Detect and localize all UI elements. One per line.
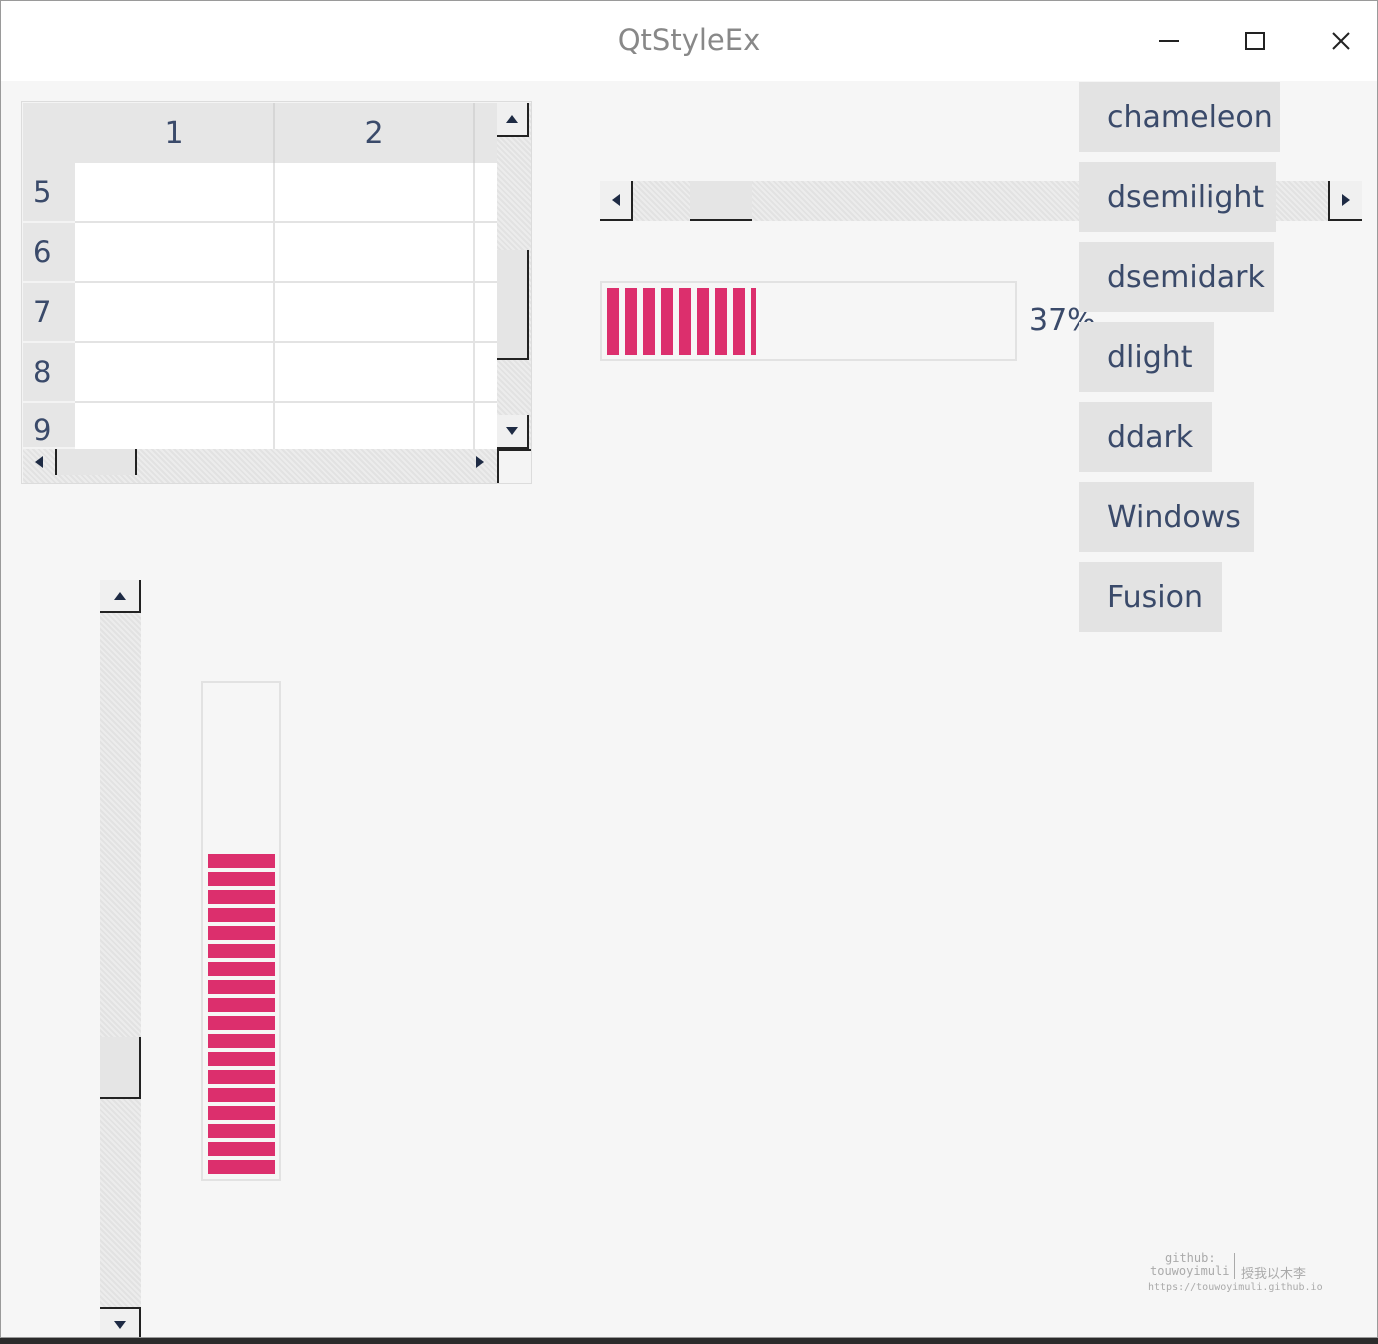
row-header[interactable]: 6 xyxy=(23,223,75,283)
arrow-up-icon xyxy=(113,591,126,600)
maximize-icon xyxy=(1245,32,1265,50)
row-header[interactable]: 7 xyxy=(23,283,75,343)
scroll-thumb[interactable] xyxy=(100,1037,141,1099)
minimize-icon xyxy=(1159,40,1179,42)
style-button-dlight[interactable]: dlight xyxy=(1079,322,1214,392)
scroll-down-button[interactable] xyxy=(497,415,529,449)
scroll-up-button[interactable] xyxy=(497,103,529,137)
style-button-fusion[interactable]: Fusion xyxy=(1079,562,1222,632)
watermark-github-label: github: xyxy=(1165,1251,1216,1265)
arrow-right-icon xyxy=(1342,194,1350,206)
table-cell[interactable] xyxy=(475,403,497,449)
scroll-thumb[interactable] xyxy=(690,181,752,221)
watermark-username: touwoyimuli xyxy=(1150,1264,1230,1278)
table-cell[interactable] xyxy=(475,223,497,283)
vertical-scrollbar[interactable] xyxy=(100,580,141,1337)
maximize-button[interactable] xyxy=(1233,19,1277,63)
table-cell[interactable] xyxy=(275,343,475,403)
column-header[interactable] xyxy=(475,103,497,163)
table-cell[interactable] xyxy=(75,403,275,449)
table-cell[interactable] xyxy=(475,163,497,223)
table-cell[interactable] xyxy=(275,223,475,283)
scroll-up-button[interactable] xyxy=(100,580,141,613)
table-cell[interactable] xyxy=(75,283,275,343)
table-widget[interactable]: 1 2 5 6 7 8 9 xyxy=(21,101,532,484)
vertical-progress-bar xyxy=(201,681,281,1181)
watermark-url: https://touwoyimuli.github.io xyxy=(1148,1282,1323,1293)
minimize-button[interactable] xyxy=(1147,19,1191,63)
style-button-windows[interactable]: Windows xyxy=(1079,482,1254,552)
watermark: github: touwoyimuli 授我以木李 https://touwoy… xyxy=(1147,1251,1327,1301)
style-button-chameleon[interactable]: chameleon xyxy=(1079,82,1280,152)
arrow-down-icon xyxy=(506,427,518,435)
table-cell[interactable] xyxy=(475,283,497,343)
table-cell[interactable] xyxy=(75,223,275,283)
style-button-dsemilight[interactable]: dsemilight xyxy=(1079,162,1276,232)
arrow-right-icon xyxy=(476,456,484,468)
scroll-corner xyxy=(497,449,531,483)
row-header[interactable]: 5 xyxy=(23,163,75,223)
scroll-right-button[interactable] xyxy=(1328,181,1362,221)
table-vertical-scrollbar[interactable] xyxy=(497,103,531,449)
watermark-divider xyxy=(1234,1253,1235,1279)
scroll-right-button[interactable] xyxy=(463,449,497,475)
scroll-left-button[interactable] xyxy=(23,449,57,475)
table-corner[interactable] xyxy=(23,103,75,163)
table-cell[interactable] xyxy=(275,163,475,223)
column-header[interactable]: 1 xyxy=(75,103,275,163)
arrow-up-icon xyxy=(506,115,518,123)
scroll-thumb[interactable] xyxy=(497,250,529,360)
close-button[interactable] xyxy=(1319,19,1363,63)
style-button-dsemidark[interactable]: dsemidark xyxy=(1079,242,1274,312)
arrow-down-icon xyxy=(113,1320,126,1329)
table-cells xyxy=(75,163,497,449)
table-cell[interactable] xyxy=(475,343,497,403)
window-title: QtStyleEx xyxy=(617,23,761,57)
scroll-down-button[interactable] xyxy=(100,1307,141,1337)
column-header[interactable]: 2 xyxy=(275,103,475,163)
table-cell[interactable] xyxy=(275,403,475,449)
table-cell[interactable] xyxy=(275,283,475,343)
horizontal-progress-bar xyxy=(600,281,1017,361)
arrow-left-icon xyxy=(611,194,620,206)
close-icon xyxy=(1332,32,1350,50)
title-bar: QtStyleEx xyxy=(1,1,1377,81)
style-button-ddark[interactable]: ddark xyxy=(1079,402,1212,472)
row-header[interactable]: 8 xyxy=(23,343,75,403)
table-cell[interactable] xyxy=(75,343,275,403)
table-cell[interactable] xyxy=(75,163,275,223)
progress-fill xyxy=(607,288,756,355)
table-horizontal-scrollbar[interactable] xyxy=(23,449,497,483)
watermark-cn-text: 授我以木李 xyxy=(1241,1267,1307,1282)
scroll-thumb[interactable] xyxy=(57,449,137,475)
scroll-left-button[interactable] xyxy=(600,181,633,221)
row-header[interactable]: 9 xyxy=(23,403,75,449)
progress-fill xyxy=(208,853,275,1174)
arrow-left-icon xyxy=(35,456,43,468)
